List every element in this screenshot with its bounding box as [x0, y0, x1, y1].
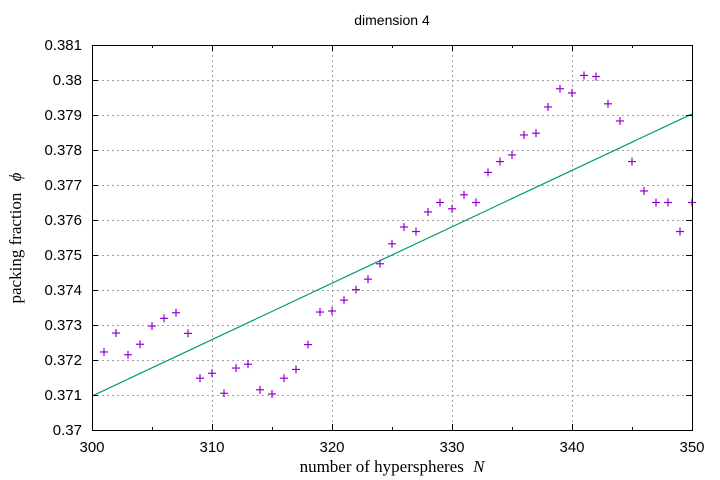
data-points-layer	[100, 71, 696, 398]
y-tick-label: 0.379	[44, 107, 82, 124]
data-point	[604, 99, 612, 108]
data-point	[520, 130, 528, 139]
x-tick-label: 330	[439, 439, 464, 456]
data-point	[508, 150, 516, 159]
data-point	[556, 84, 564, 93]
data-point	[208, 369, 216, 378]
data-point	[340, 296, 348, 305]
y-tick-label: 0.376	[44, 212, 82, 229]
data-point	[484, 168, 492, 177]
data-point	[232, 364, 240, 373]
data-point	[136, 340, 144, 349]
x-tick-labels: 300 310 320 330 340 350	[79, 439, 704, 456]
y-tick-label: 0.381	[44, 37, 82, 54]
x-axis-label: number of hyperspheres N	[300, 457, 487, 476]
data-point	[628, 157, 636, 166]
data-point	[460, 190, 468, 199]
x-axis-label-text: number of hyperspheres	[300, 457, 464, 476]
data-point	[160, 314, 168, 323]
data-point	[568, 88, 576, 97]
y-tick-label: 0.378	[44, 142, 82, 159]
data-point	[124, 350, 132, 359]
y-tick-label: 0.38	[53, 72, 82, 89]
data-point	[580, 71, 588, 80]
y-axis-label-var: ϕ	[6, 172, 25, 181]
data-point	[592, 72, 600, 81]
y-tick-label: 0.373	[44, 317, 82, 334]
data-point	[352, 285, 360, 294]
data-point	[376, 259, 384, 268]
data-point	[652, 198, 660, 207]
data-point	[544, 102, 552, 111]
data-point	[280, 374, 288, 383]
data-point	[436, 198, 444, 207]
data-point	[316, 308, 324, 317]
fit-line	[91, 113, 693, 397]
axis-ticks	[92, 45, 693, 431]
data-point	[424, 207, 432, 216]
chart-title: dimension 4	[354, 12, 430, 28]
y-tick-label: 0.37	[53, 422, 82, 439]
data-point	[664, 198, 672, 207]
x-tick-label: 350	[679, 439, 704, 456]
data-point	[268, 389, 276, 398]
x-axis-label-var: N	[472, 457, 486, 476]
data-point	[244, 360, 252, 369]
data-point	[184, 329, 192, 338]
data-point	[172, 308, 180, 317]
y-tick-labels: 0.37 0.371 0.372 0.373 0.374 0.375 0.376 0.377 0…	[44, 37, 82, 439]
data-point	[676, 227, 684, 236]
y-axis-label-text: packing fraction	[6, 192, 25, 303]
plot-frame	[92, 45, 693, 431]
data-point	[400, 223, 408, 231]
fit-line-layer	[91, 113, 693, 397]
x-tick-label: 300	[79, 439, 104, 456]
data-point	[148, 322, 156, 331]
data-point	[256, 385, 264, 394]
data-point	[100, 347, 108, 356]
data-point	[364, 275, 372, 284]
data-point	[196, 374, 204, 383]
data-point	[328, 307, 336, 315]
y-tick-label: 0.374	[44, 282, 82, 299]
data-point	[292, 365, 300, 374]
data-point	[304, 340, 312, 349]
data-point	[496, 157, 504, 166]
y-tick-label: 0.371	[44, 387, 82, 404]
y-tick-label: 0.375	[44, 247, 82, 264]
data-point	[640, 186, 648, 195]
x-tick-label: 310	[199, 439, 224, 456]
data-point	[412, 227, 420, 236]
data-point	[448, 204, 456, 213]
data-point	[616, 116, 624, 125]
data-point	[532, 129, 540, 138]
grid-lines	[92, 45, 692, 430]
y-tick-label: 0.372	[44, 352, 82, 369]
y-tick-label: 0.377	[44, 177, 82, 194]
data-point	[472, 198, 480, 207]
data-point	[220, 389, 228, 398]
data-point	[388, 239, 396, 248]
x-tick-label: 340	[559, 439, 584, 456]
x-tick-label: 320	[319, 439, 344, 456]
data-point	[112, 329, 120, 338]
y-axis-label: packing fraction ϕ	[6, 172, 25, 303]
